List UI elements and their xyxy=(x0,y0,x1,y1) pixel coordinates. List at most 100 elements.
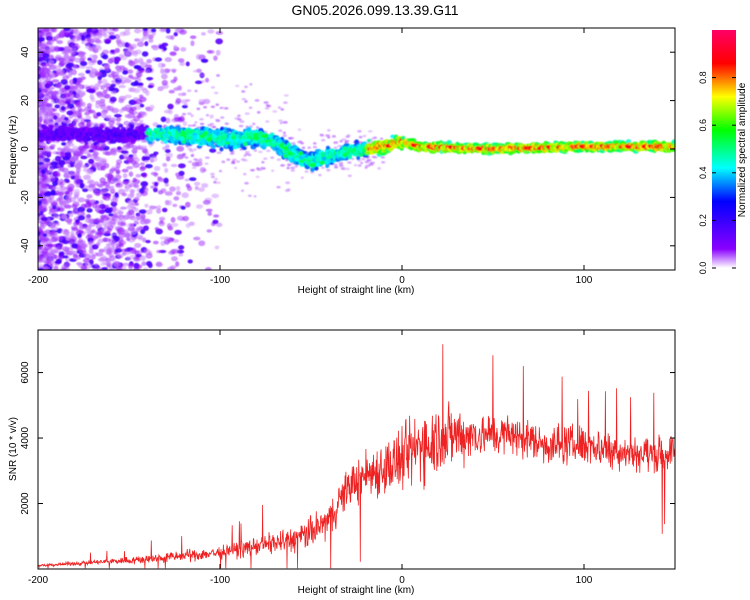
spectrogram-cell xyxy=(204,267,212,270)
spectrogram-cell xyxy=(38,149,42,155)
spectrogram-cell xyxy=(161,73,168,80)
spectrogram-cell xyxy=(279,121,283,125)
spectrogram-cell xyxy=(254,99,260,102)
spectrogram-cell xyxy=(46,111,55,116)
spectrogram-cell xyxy=(55,259,62,265)
spectrogram-cell xyxy=(204,162,209,166)
spectrogram-cell xyxy=(234,166,238,170)
spectrogram-cell xyxy=(242,146,247,151)
spectrogram-cell xyxy=(137,78,142,82)
spectrogram-cell xyxy=(144,218,149,225)
spectrogram-cell xyxy=(258,150,263,154)
spectrogram-cell xyxy=(138,57,144,64)
spectrogram-cell xyxy=(201,80,205,83)
spectrogram-cell xyxy=(390,134,396,139)
spectrogram-cell xyxy=(95,223,103,230)
spectrogram-cell xyxy=(173,196,180,201)
spectrogram-cell xyxy=(38,239,42,244)
spectrogram-cell xyxy=(122,70,129,75)
spectrogram-cell xyxy=(39,142,47,147)
spectrogram-cell xyxy=(110,245,115,252)
spectrogram-cell xyxy=(282,121,288,124)
spectrogram-cell xyxy=(76,111,83,116)
spectrogram-cell xyxy=(283,94,289,97)
spectrogram-cell xyxy=(119,80,126,85)
spectrogram-cell xyxy=(140,181,149,187)
spectrogram-cell xyxy=(105,243,112,247)
spectrogram-cell xyxy=(86,208,93,213)
spectrogram-cell xyxy=(77,106,83,112)
spectrogram-cell xyxy=(185,156,189,159)
spectrogram-cell xyxy=(199,122,205,126)
spectrogram-cell xyxy=(121,168,129,173)
spectrogram-cell xyxy=(90,253,96,260)
spectrogram-cell xyxy=(150,171,158,176)
spectrogram-cell xyxy=(111,177,119,184)
spectrogram-cell xyxy=(188,221,195,226)
spectrogram-cell xyxy=(216,181,221,185)
spectrogram-cell xyxy=(156,205,162,210)
spectrogram-cell xyxy=(162,162,168,167)
spectrogram-cell xyxy=(160,188,167,194)
spectrogram-cell xyxy=(243,172,247,176)
spectrogram-cell xyxy=(83,174,91,180)
spectrogram-cell xyxy=(370,161,375,165)
spectrogram-cell xyxy=(116,182,121,187)
spectrogram-cell xyxy=(171,256,178,262)
spectrogram-cell xyxy=(187,112,192,116)
spectrogram-cell xyxy=(110,138,117,143)
spectrogram-cell xyxy=(70,163,75,168)
spectrogram-cell xyxy=(103,237,112,243)
spectrogram-cell xyxy=(76,36,82,41)
spectrogram-cell xyxy=(52,64,59,70)
spectrogram-cell xyxy=(42,265,49,270)
spectrogram-cell xyxy=(194,121,198,124)
spectrogram-cell xyxy=(69,79,75,85)
spectrogram-cell xyxy=(53,265,59,270)
spectrogram-cell xyxy=(93,217,102,224)
spectrogram-cell xyxy=(58,251,65,256)
spectrogram-cell xyxy=(164,191,173,196)
spectrogram-cell xyxy=(67,220,72,225)
spectrogram-cell xyxy=(53,90,58,95)
spectrogram-cell xyxy=(88,149,94,153)
spectrogram-cell xyxy=(215,103,220,106)
spectrogram-cell xyxy=(97,238,105,244)
spectrogram-cell xyxy=(182,215,189,222)
spectrogram-cell xyxy=(272,110,278,113)
spectrogram-cell xyxy=(134,28,142,34)
spectrogram-cell xyxy=(215,38,223,45)
spectrogram-cell xyxy=(50,161,58,167)
spectrogram-cell xyxy=(261,160,265,164)
spectrogram-cell xyxy=(132,177,138,183)
spectrogram-cell xyxy=(60,78,68,85)
spectrogram-cell xyxy=(107,258,112,262)
spectrogram-cell xyxy=(38,175,43,182)
spectrogram-cell xyxy=(187,259,193,264)
spectrogram-cell xyxy=(44,47,52,54)
spectrogram-cell xyxy=(213,214,220,218)
spectrogram-cell xyxy=(86,180,93,185)
spectrogram-cell xyxy=(360,161,364,165)
spectrogram-cell xyxy=(179,115,185,122)
spectrogram-cell xyxy=(157,62,165,69)
spectrogram-cell xyxy=(239,120,245,123)
spectrogram-cell xyxy=(320,134,325,137)
spectrogram-cell xyxy=(88,240,95,245)
spectrogram-cell xyxy=(243,154,247,158)
spectrogram-cell xyxy=(150,28,157,33)
spectrogram-cell xyxy=(161,79,168,86)
spectrogram-cell xyxy=(141,35,149,40)
spectrogram-cell xyxy=(356,155,361,161)
spectrogram-cell xyxy=(74,100,81,106)
spectrogram-cell xyxy=(66,237,72,242)
spectrogram-cell xyxy=(70,155,77,162)
spectrogram-cell xyxy=(128,183,137,187)
spectrogram-cell xyxy=(51,79,60,83)
spectrogram-cell xyxy=(124,94,132,99)
spectrogram-cell xyxy=(181,112,186,116)
spectrogram-cell xyxy=(45,117,54,123)
spectrogram-cell xyxy=(82,168,89,172)
spectrogram-cell xyxy=(312,145,318,149)
spectrogram-cell xyxy=(48,237,56,243)
